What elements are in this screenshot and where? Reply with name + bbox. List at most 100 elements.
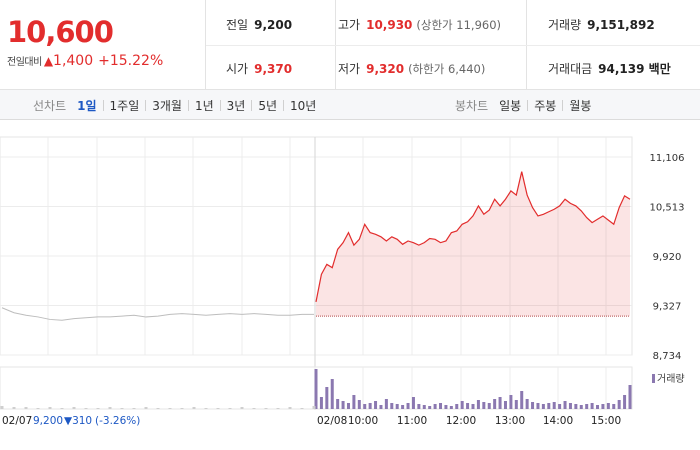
volume-bar [498, 397, 502, 409]
volume-bar [411, 397, 415, 409]
volume-bar [330, 379, 334, 409]
tab-line-period[interactable]: 1년 [194, 98, 214, 113]
volume-bar [180, 408, 184, 409]
volume-bar [192, 407, 196, 409]
volume-bar [476, 400, 480, 409]
prev-close-label: 9,200 [33, 415, 63, 427]
volume-bar [401, 405, 405, 409]
volume-bar [482, 402, 486, 409]
y-axis-labels: 11,106 10,513 9,920 9,327 8,734 [650, 153, 685, 362]
volume-bar [552, 402, 556, 409]
volume-bar [449, 406, 453, 409]
x-tick-label: 12:00 [446, 415, 476, 427]
tab-separator [145, 99, 147, 111]
volume-bar [601, 404, 605, 409]
volume-bar [357, 400, 361, 409]
price-summary: 10,600 전일대비 ▲1,400 +15.22% [0, 0, 206, 90]
volume-bar [455, 404, 459, 409]
tab-separator [283, 99, 285, 111]
tab-candle-period[interactable]: 주봉 [534, 98, 557, 113]
volume-bar [48, 407, 52, 409]
volume-bars [0, 369, 632, 409]
y-tick-label: 9,920 [653, 252, 682, 263]
tab-candle-period[interactable]: 일봉 [499, 98, 522, 113]
candle-chart-tabs: 봉차트 일봉 주봉 월봉 [455, 90, 591, 120]
stat-amount: 거래대금 94,139 백만 [548, 62, 671, 76]
price-change: 전일대비 ▲1,400 +15.22% [7, 53, 163, 69]
volume-bar [96, 408, 100, 409]
tab-line-period[interactable]: 5년 [258, 98, 278, 113]
volume-bar [390, 403, 394, 409]
prev-day-price-line [1, 307, 314, 321]
volume-bar [300, 408, 304, 409]
tab-line-period[interactable]: 1일 [77, 98, 97, 113]
volume-bar [395, 404, 399, 409]
volume-bar [276, 408, 280, 409]
volume-bar [12, 407, 16, 409]
chart-svg[interactable]: 11,106 10,513 9,920 9,327 8,734 10:00 11:00 12… [0, 120, 700, 450]
volume-bar [487, 403, 491, 409]
volume-legend-swatch [652, 374, 655, 383]
volume-bar [216, 408, 220, 409]
volume-bar [623, 395, 627, 409]
volume-bar [536, 403, 540, 409]
change-percent: +15.22% [98, 53, 164, 69]
volume-bar [568, 403, 572, 409]
volume-bar [341, 401, 345, 409]
change-amount: 1,400 [53, 53, 94, 69]
volume-bar [617, 400, 621, 409]
x-tick-label: 13:00 [495, 415, 525, 427]
tab-separator [219, 99, 221, 111]
volume-bar [379, 405, 383, 409]
today-date-label: 02/08 [317, 415, 347, 427]
intraday-chart[interactable]: 11,106 10,513 9,920 9,327 8,734 10:00 11:00 12… [0, 120, 700, 450]
volume-bar [120, 408, 124, 409]
volume-bar [531, 402, 535, 409]
tab-line-period[interactable]: 3개월 [152, 98, 182, 113]
volume-bar [336, 399, 340, 409]
divider [206, 45, 700, 46]
volume-bar [509, 395, 513, 409]
volume-bar [36, 408, 40, 409]
volume-bar [0, 406, 4, 409]
volume-bar [563, 401, 567, 409]
tab-line-period[interactable]: 3년 [226, 98, 246, 113]
prev-change-pct-label: (-3.26%) [95, 415, 140, 427]
volume-bar [558, 404, 562, 409]
volume-bar [596, 405, 600, 409]
volume-bar [503, 401, 507, 409]
line-chart-tabs: 선차트 1일 1주일 3개월 1년 3년 5년 10년 [33, 90, 316, 120]
stat-prev-close: 전일 9,200 [226, 18, 293, 32]
tab-separator [251, 99, 253, 111]
volume-legend: 거래량 [652, 373, 685, 385]
tab-line-period[interactable]: 1주일 [109, 98, 140, 113]
current-price: 10,600 [7, 15, 114, 49]
volume-bar [363, 404, 367, 409]
stat-open: 시가 9,370 [226, 62, 293, 76]
volume-bar [228, 408, 232, 409]
volume-bar [252, 408, 256, 409]
volume-bar [471, 404, 475, 409]
volume-bar [374, 401, 378, 409]
volume-bar [60, 408, 64, 409]
tab-separator [562, 99, 564, 111]
volume-bar [240, 407, 244, 409]
up-arrow-icon: ▲ [43, 54, 54, 68]
volume-bar [406, 403, 410, 409]
volume-bar [264, 408, 268, 409]
volume-bar [612, 404, 616, 409]
x-tick-label: 10:00 [348, 415, 378, 427]
line-chart-title: 선차트 [33, 98, 67, 113]
tab-candle-period[interactable]: 월봉 [569, 98, 592, 113]
volume-bar [417, 404, 421, 409]
x-tick-label: 11:00 [397, 415, 427, 427]
volume-bar [433, 404, 437, 409]
volume-bar [514, 400, 518, 409]
volume-bar [628, 385, 632, 409]
tab-separator [102, 99, 104, 111]
volume-bar [312, 406, 316, 409]
volume-bar [132, 408, 136, 409]
stat-volume: 거래량 9,151,892 [548, 18, 655, 32]
tab-line-period[interactable]: 10년 [290, 98, 317, 113]
volume-bar [606, 403, 610, 409]
